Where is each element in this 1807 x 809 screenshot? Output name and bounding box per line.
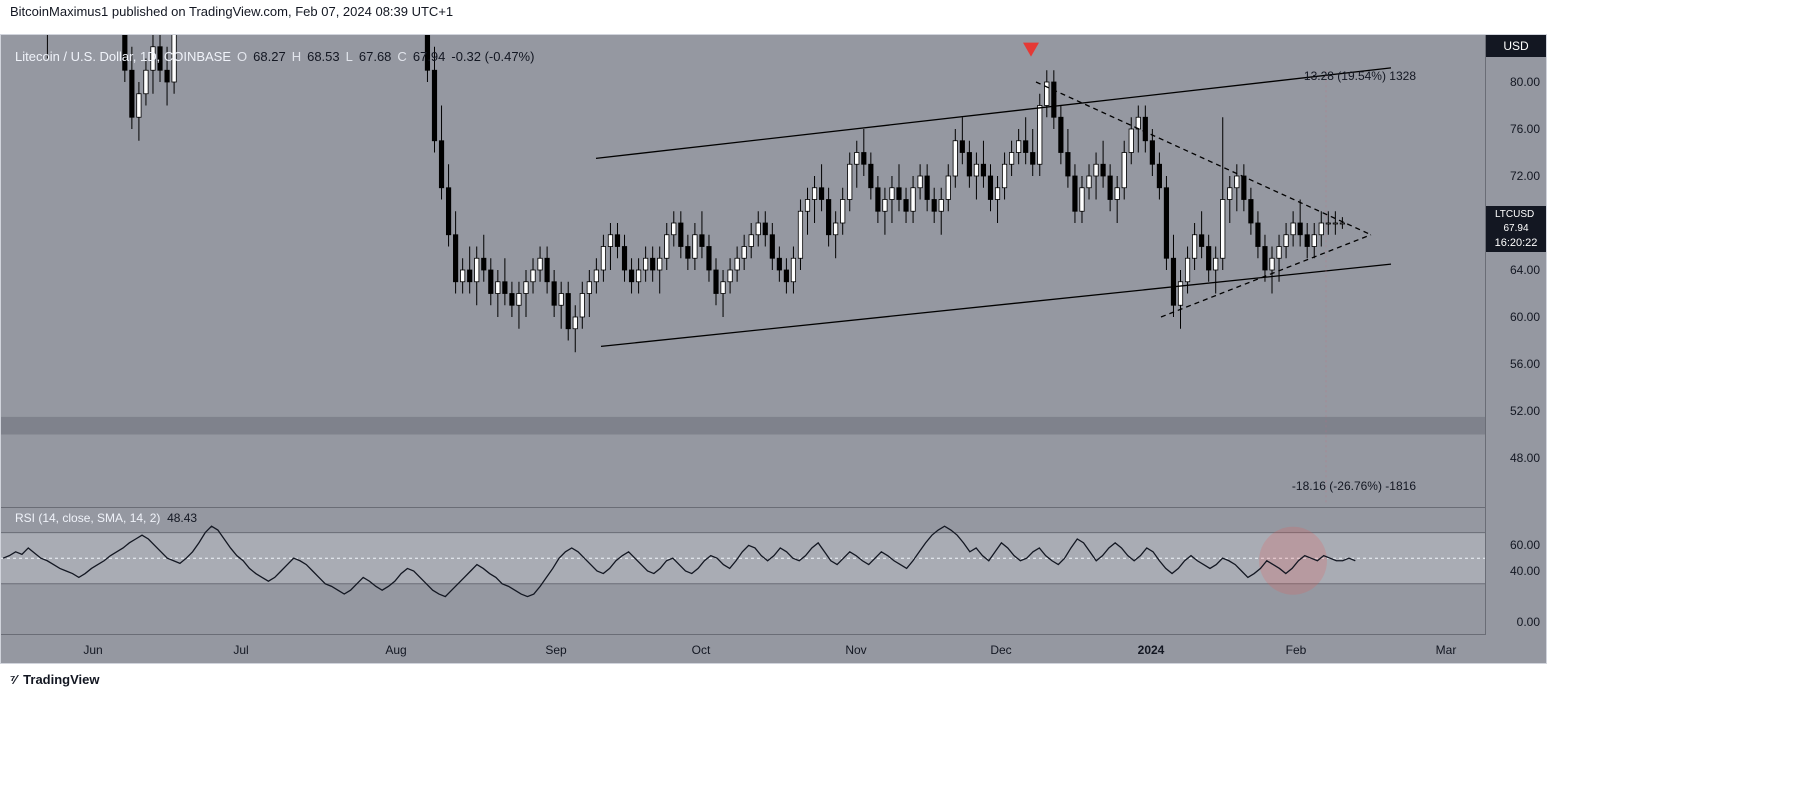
y-tick-label: 56.00 (1510, 357, 1540, 371)
rsi-legend: RSI (14, close, SMA, 14, 2) 48.43 (15, 511, 197, 525)
y-tick-label: 72.00 (1510, 169, 1540, 183)
y-tick-label: 48.00 (1510, 451, 1540, 465)
x-tick-label: Oct (692, 643, 711, 657)
change-value: -0.32 (-0.47%) (451, 49, 534, 64)
brand-label: TradingView (23, 672, 99, 687)
chart-container[interactable]: Litecoin / U.S. Dollar, 1D, COINBASE O68… (0, 34, 1547, 664)
last-price-tag: LTCUSD 67.9416:20:22 (1486, 206, 1546, 252)
x-tick-label: Feb (1286, 643, 1307, 657)
price-pane[interactable] (1, 35, 1486, 505)
rsi-tick-label: 60.00 (1510, 538, 1540, 552)
x-tick-label: Mar (1436, 643, 1457, 657)
y-axis[interactable]: USD 80.0076.0072.0068.0064.0060.0056.005… (1485, 35, 1546, 635)
rsi-pane[interactable] (1, 507, 1486, 635)
rsi-label: RSI (14, close, SMA, 14, 2) (15, 511, 160, 525)
x-tick-label: Dec (990, 643, 1011, 657)
lower-target-annotation: -18.16 (-26.76%) -1816 (1292, 479, 1416, 493)
close-value: 67.94 (413, 49, 446, 64)
rsi-value: 48.43 (167, 511, 197, 525)
published-on: published on TradingView.com, (112, 4, 292, 19)
time-axis[interactable]: Jun Jul Aug Sep Oct Nov Dec 2024 Feb Mar (1, 634, 1486, 663)
y-tick-label: 80.00 (1510, 75, 1540, 89)
symbol-title: Litecoin / U.S. Dollar, 1D, COINBASE (15, 49, 231, 64)
y-tick-label: 64.00 (1510, 263, 1540, 277)
y-axis-unit: USD (1486, 35, 1546, 57)
publisher: BitcoinMaximus1 (10, 4, 108, 19)
open-value: 68.27 (253, 49, 286, 64)
x-tick-label: Jul (233, 643, 248, 657)
rsi-tick-label: 0.00 (1517, 615, 1540, 629)
y-tick-label: 60.00 (1510, 310, 1540, 324)
publish-info: BitcoinMaximus1 published on TradingView… (0, 0, 1547, 34)
low-value: 67.68 (359, 49, 392, 64)
y-tick-label: 76.00 (1510, 122, 1540, 136)
x-tick-label: Aug (385, 643, 406, 657)
y-tick-label: 52.00 (1510, 404, 1540, 418)
rsi-tick-label: 40.00 (1510, 564, 1540, 578)
x-tick-label: Jun (83, 643, 102, 657)
x-tick-label: Sep (545, 643, 566, 657)
symbol-legend: Litecoin / U.S. Dollar, 1D, COINBASE O68… (15, 49, 534, 64)
tradingview-logo-icon: ⁷⁄ (10, 672, 16, 687)
publish-date: Feb 07, 2024 08:39 UTC+1 (295, 4, 453, 19)
x-tick-label: Nov (845, 643, 866, 657)
upper-target-annotation: 13.28 (19.54%) 1328 (1304, 69, 1416, 83)
footer: ⁷⁄ TradingView (0, 664, 1547, 716)
x-tick-label: 2024 (1138, 643, 1165, 657)
high-value: 68.53 (307, 49, 340, 64)
